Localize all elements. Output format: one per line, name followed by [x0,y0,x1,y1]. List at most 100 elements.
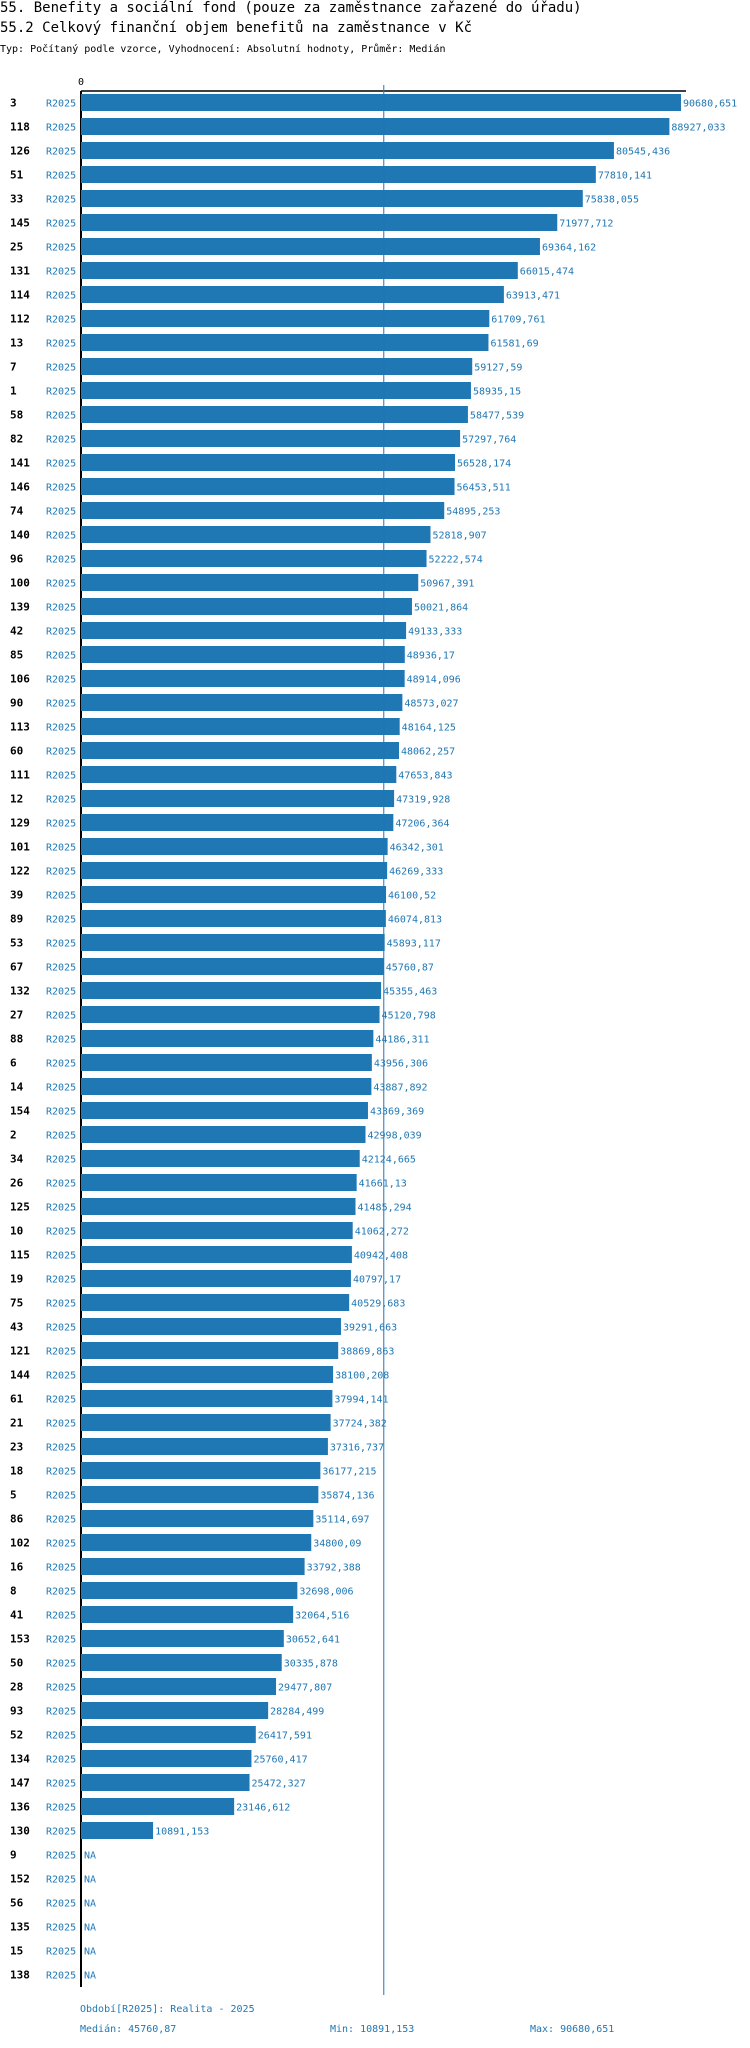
data-bar [81,1582,298,1599]
row-period-label: R2025 [46,1251,76,1262]
data-bar [81,1390,333,1407]
data-bar [81,1342,339,1359]
row-period-label: R2025 [46,915,76,926]
bar-value-label: 42998,039 [368,1131,422,1142]
bar-value-label: 48164,125 [402,723,456,734]
chart-type-description: Typ: Počítaný podle vzorce, Vyhodnocení:… [0,44,446,55]
bar-value-label: 56453,511 [457,483,511,494]
data-bar [81,1798,235,1815]
data-bar [81,1270,351,1287]
bar-value-label: 48936,17 [407,651,455,662]
bar-value-label: 25760,417 [253,1755,307,1766]
row-id-label: 112 [10,313,30,326]
row-period-label: R2025 [46,1803,76,1814]
bar-value-label: NA [84,1899,96,1910]
row-id-label: 140 [10,529,30,542]
row-period-label: R2025 [46,1227,76,1238]
data-bar [81,1822,154,1839]
data-bar [81,1006,380,1023]
bar-value-label: 35874,136 [320,1491,374,1502]
data-bar [81,454,456,471]
row-period-label: R2025 [46,1203,76,1214]
row-period-label: R2025 [46,1563,76,1574]
bar-value-label: 44186,311 [375,1035,429,1046]
data-bar [81,94,681,111]
row-id-label: 3 [10,97,17,110]
row-period-label: R2025 [46,411,76,422]
row-period-label: R2025 [46,1131,76,1142]
data-bar [81,982,382,999]
row-id-label: 102 [10,1537,30,1550]
row-period-label: R2025 [46,1755,76,1766]
data-bar [81,862,388,879]
bar-value-label: 43369,369 [370,1107,424,1118]
row-period-label: R2025 [46,1491,76,1502]
row-id-label: 10 [10,1225,23,1238]
row-period-label: R2025 [46,435,76,446]
bar-value-label: 30335,878 [284,1659,338,1670]
row-id-label: 19 [10,1273,23,1286]
row-id-label: 139 [10,601,30,614]
data-bar [81,1150,360,1167]
row-id-label: 60 [10,745,23,758]
row-period-label: R2025 [46,387,76,398]
row-id-label: 118 [10,121,30,134]
row-period-label: R2025 [46,843,76,854]
row-period-label: R2025 [46,339,76,350]
row-period-label: R2025 [46,1347,76,1358]
row-period-label: R2025 [46,1083,76,1094]
row-id-label: 141 [10,457,30,470]
footer-min: Min: 10891,153 [330,2024,415,2035]
bar-value-label: 47206,364 [395,819,449,830]
row-period-label: R2025 [46,1827,76,1838]
data-bar [81,574,419,591]
row-period-label: R2025 [46,1707,76,1718]
row-period-label: R2025 [46,243,76,254]
data-bar [81,1774,250,1791]
row-period-label: R2025 [46,795,76,806]
row-id-label: 42 [10,625,23,638]
data-bar [81,238,540,255]
bar-value-label: 26417,591 [258,1731,312,1742]
row-period-label: R2025 [46,1323,76,1334]
data-bar [81,166,596,183]
bar-value-label: 37724,382 [333,1419,387,1430]
bar-value-label: NA [84,1923,96,1934]
bar-value-label: 52222,574 [429,555,483,566]
bar-value-label: 54895,253 [446,507,500,518]
row-id-label: 67 [10,961,23,974]
bar-value-label: NA [84,1947,96,1958]
bar-value-label: 45355,463 [383,987,437,998]
row-id-label: 136 [10,1801,30,1814]
row-period-label: R2025 [46,1851,76,1862]
bar-value-label: 43887,892 [373,1083,427,1094]
row-period-label: R2025 [46,1731,76,1742]
data-bar [81,718,400,735]
bar-value-label: 46100,52 [388,891,436,902]
data-bar [81,310,490,327]
data-bar [81,1102,368,1119]
row-id-label: 61 [10,1393,24,1406]
row-id-label: 134 [10,1753,30,1766]
row-id-label: 100 [10,577,30,590]
page-title: 55. Benefity a sociální fond (pouze za z… [0,0,582,16]
data-bar [81,934,385,951]
row-period-label: R2025 [46,1587,76,1598]
data-bar [81,142,614,159]
data-bar [81,814,394,831]
data-bar [81,334,489,351]
row-period-label: R2025 [46,579,76,590]
row-id-label: 145 [10,217,30,230]
row-period-label: R2025 [46,747,76,758]
data-bar [81,1414,331,1431]
row-id-label: 13 [10,337,23,350]
data-bar [81,958,384,975]
data-bar [81,622,407,639]
row-id-label: 21 [10,1417,24,1430]
data-bar [81,1030,374,1047]
bar-value-label: 59127,59 [474,363,522,374]
data-bar [81,1558,305,1575]
row-period-label: R2025 [46,315,76,326]
row-id-label: 146 [10,481,30,494]
row-id-label: 28 [10,1681,23,1694]
